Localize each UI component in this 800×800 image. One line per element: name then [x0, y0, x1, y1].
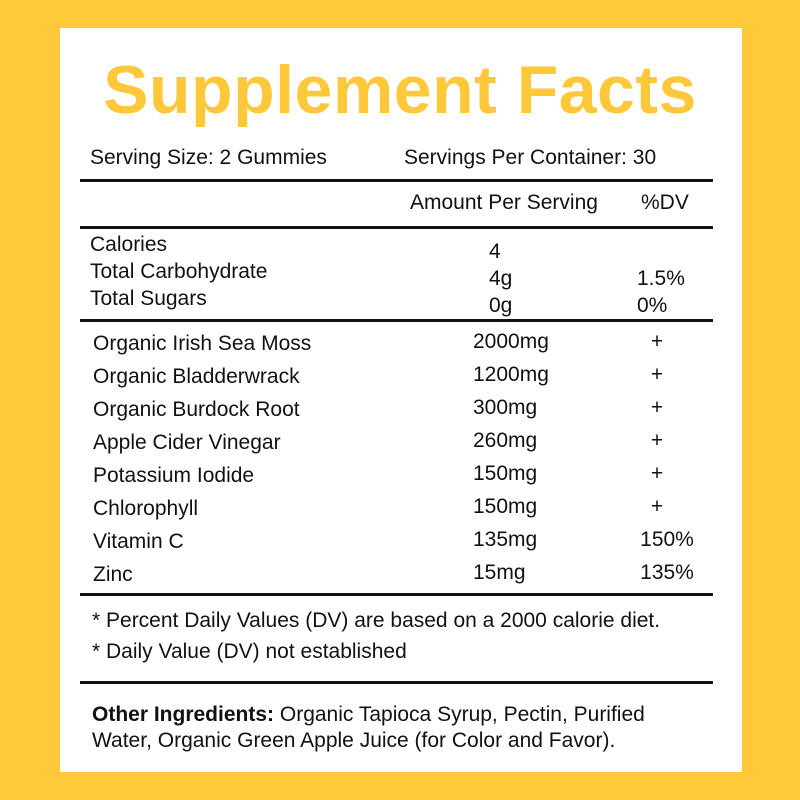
nutrition-amount: 4g — [489, 267, 513, 290]
ingredient-dv: + — [650, 495, 664, 518]
dv-header: %DV — [641, 191, 689, 214]
ingredient-amount: 150mg — [473, 495, 538, 518]
other-ingredients-text: Organic Tapioca Syrup, Pectin, Purified — [274, 703, 645, 726]
divider — [80, 226, 713, 229]
servings-per-container: Servings Per Container: 30 — [404, 146, 657, 169]
amount-header: Amount Per Serving — [410, 191, 598, 214]
ingredient-dv: + — [650, 363, 664, 386]
nutrition-amount: 4 — [489, 240, 501, 263]
ingredient-name: Potassium Iodide — [93, 464, 255, 487]
ingredient-amount: 300mg — [473, 396, 538, 419]
ingredient-amount: 15mg — [473, 561, 526, 584]
ingredient-amount: 135mg — [473, 528, 538, 551]
footnote: * Daily Value (DV) not established — [92, 640, 407, 663]
page-title: Supplement Facts — [103, 52, 697, 128]
ingredient-dv: 135% — [640, 561, 694, 584]
divider — [80, 681, 713, 684]
ingredient-amount: 150mg — [473, 462, 538, 485]
other-ingredients: Other Ingredients: Organic Tapioca Syrup… — [92, 703, 645, 727]
other-ingredients-text: Water, Organic Green Apple Juice (for Co… — [92, 729, 616, 752]
ingredient-name: Apple Cider Vinegar — [93, 431, 281, 454]
ingredient-amount: 2000mg — [473, 330, 549, 353]
ingredient-amount: 1200mg — [473, 363, 549, 386]
ingredient-dv: 150% — [640, 528, 694, 551]
ingredient-name: Organic Burdock Root — [93, 398, 300, 421]
nutrition-name: Calories — [90, 233, 168, 256]
ingredient-dv: + — [650, 429, 664, 452]
ingredient-name: Vitamin C — [93, 530, 184, 553]
ingredient-name: Zinc — [93, 563, 133, 586]
ingredient-dv: + — [650, 462, 664, 485]
nutrition-name: Total Sugars — [90, 287, 207, 310]
ingredient-dv: + — [650, 330, 664, 353]
label-panel — [60, 28, 742, 772]
ingredient-dv: + — [650, 396, 664, 419]
serving-size: Serving Size: 2 Gummies — [90, 146, 327, 169]
nutrition-name: Total Carbohydrate — [90, 260, 268, 283]
nutrition-dv: 1.5% — [637, 267, 685, 290]
divider — [80, 179, 713, 182]
divider — [80, 593, 713, 596]
nutrition-dv: 0% — [637, 294, 668, 317]
nutrition-amount: 0g — [489, 294, 513, 317]
ingredient-name: Organic Irish Sea Moss — [93, 332, 312, 355]
ingredient-name: Chlorophyll — [93, 497, 199, 520]
divider — [80, 319, 713, 322]
ingredient-name: Organic Bladderwrack — [93, 365, 300, 388]
footnote: * Percent Daily Values (DV) are based on… — [92, 609, 661, 632]
other-ingredients-label: Other Ingredients: — [92, 703, 275, 726]
ingredient-amount: 260mg — [473, 429, 538, 452]
